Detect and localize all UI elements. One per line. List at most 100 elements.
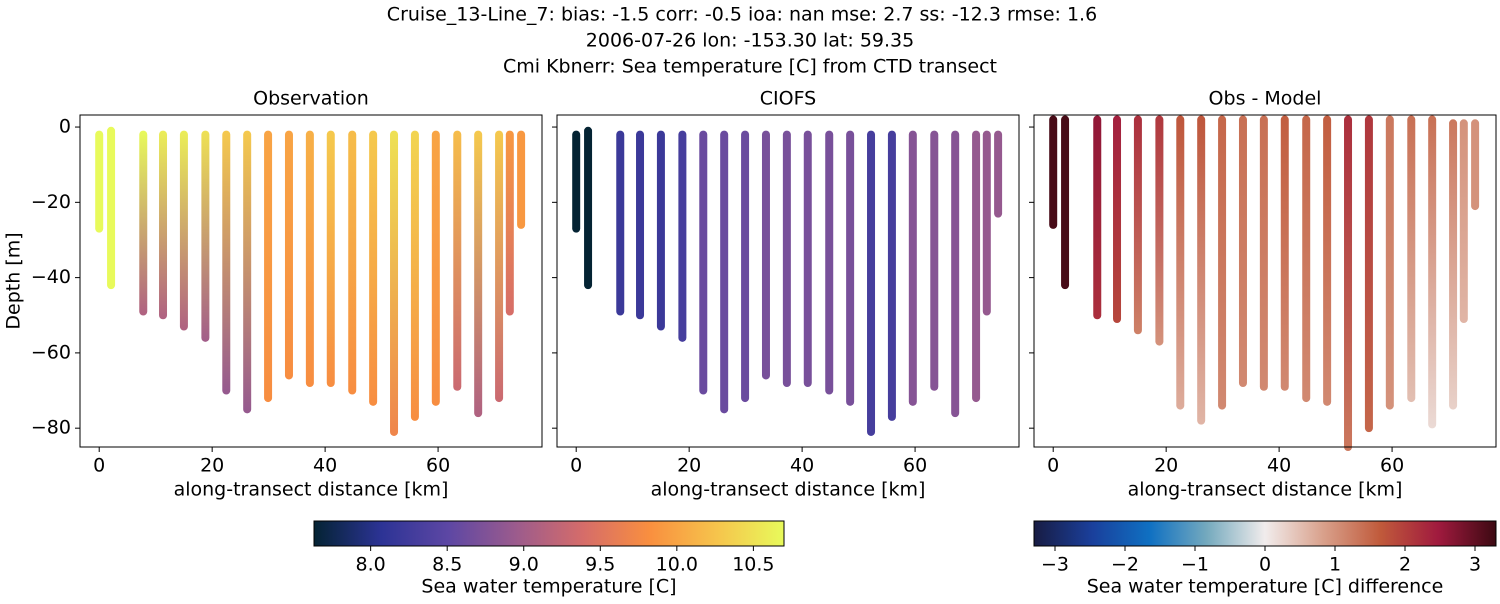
profile (284, 130, 293, 380)
profile (699, 130, 708, 395)
profile (305, 130, 314, 388)
profile (1061, 115, 1070, 290)
profile (1259, 115, 1268, 391)
x-tick-label: 0 (570, 455, 582, 477)
profile (505, 130, 514, 316)
profile (348, 130, 357, 395)
profile (825, 130, 834, 395)
x-axis-label: along-transect distance [km] (1128, 479, 1403, 501)
profile (1407, 115, 1416, 403)
colorbar-tick-label: 9.5 (585, 554, 615, 576)
colorbar-tick-label: 3 (1469, 554, 1481, 576)
profile (264, 130, 273, 403)
colorbar-tick-label: 10.0 (656, 554, 698, 576)
x-tick-label: 20 (677, 455, 701, 477)
colorbar-tick-label: −3 (1041, 554, 1069, 576)
profile (1093, 115, 1102, 320)
y-tick-label: 0 (59, 116, 71, 138)
profile (1385, 115, 1394, 410)
profile (1155, 115, 1164, 346)
x-tick-label: 60 (903, 455, 927, 477)
x-tick-label: 0 (1047, 455, 1059, 477)
profile (159, 130, 168, 320)
colorbar-tick-label: −2 (1111, 554, 1139, 576)
profile (495, 130, 504, 403)
profile (431, 130, 440, 406)
x-axis-label: along-transect distance [km] (174, 479, 449, 501)
profile (1471, 119, 1480, 211)
y-tick-label: −40 (31, 266, 71, 288)
profile (1364, 115, 1373, 433)
profile (1176, 115, 1185, 410)
profile (908, 130, 917, 406)
profile (201, 130, 210, 342)
panel-title: Observation (253, 88, 369, 110)
profile (782, 130, 791, 388)
x-axis-label: along-transect distance [km] (651, 479, 926, 501)
profile (636, 130, 645, 320)
profile (1238, 115, 1247, 388)
x-tick-label: 20 (200, 455, 224, 477)
colorbar-tick-label: 8.5 (432, 554, 462, 576)
x-tick-label: 40 (1267, 455, 1291, 477)
x-tick-label: 20 (1154, 455, 1178, 477)
plot-frame (1033, 114, 1497, 448)
colorbar (1033, 520, 1497, 547)
colorbar-tick-label: 1 (1329, 554, 1341, 576)
profile (887, 130, 896, 421)
profile (1197, 115, 1206, 425)
y-axis-label: Depth [m] (3, 232, 25, 329)
profile (972, 130, 981, 403)
panel-title: CIOFS (760, 88, 816, 110)
profile (95, 130, 104, 233)
suptitle: 2006-07-26 lon: -153.30 lat: 59.35 (586, 30, 914, 52)
profile (139, 130, 148, 316)
x-tick-label: 40 (790, 455, 814, 477)
suptitle: Cmi Kbnerr: Sea temperature [C] from CTD… (503, 56, 997, 78)
x-tick-label: 0 (93, 455, 105, 477)
profile (930, 130, 939, 391)
plot-frame (556, 114, 1020, 448)
profile (107, 126, 116, 290)
y-tick-label: −20 (31, 191, 71, 213)
profile (584, 126, 593, 290)
profile (616, 130, 625, 316)
colorbar (313, 520, 785, 547)
profile (390, 130, 399, 436)
plot-frame (79, 114, 543, 448)
profile (517, 130, 526, 229)
x-tick-label: 40 (313, 455, 337, 477)
profile (1113, 115, 1122, 324)
profile (1323, 115, 1332, 406)
suptitle: Cruise_13-Line_7: bias: -1.5 corr: -0.5 … (387, 4, 1097, 26)
profile (369, 130, 378, 406)
colorbar-label: Sea water temperature [C] difference (1087, 576, 1444, 598)
x-tick-label: 60 (426, 455, 450, 477)
profile (1302, 115, 1311, 403)
profile (326, 130, 335, 388)
profile (951, 130, 960, 418)
profile (994, 130, 1003, 218)
profile (1459, 119, 1468, 324)
profile (1280, 115, 1289, 391)
profile (572, 130, 581, 233)
profile (678, 130, 687, 342)
panel-title: Obs - Model (1209, 88, 1322, 110)
profile (222, 130, 231, 395)
profile (1218, 115, 1227, 410)
x-tick-label: 60 (1380, 455, 1404, 477)
colorbar-tick-label: −1 (1181, 554, 1209, 576)
profile (1344, 115, 1353, 452)
profile (179, 130, 188, 331)
colorbar-label: Sea water temperature [C] (421, 576, 676, 598)
profile (656, 130, 665, 331)
y-tick-label: −60 (31, 341, 71, 363)
profile (741, 130, 750, 403)
colorbar-tick-label: 10.5 (732, 554, 774, 576)
profile (1133, 115, 1142, 335)
colorbar-tick-label: 8.0 (356, 554, 386, 576)
colorbar-tick-label: 0 (1259, 554, 1271, 576)
profile (410, 130, 419, 421)
profile (720, 130, 729, 414)
